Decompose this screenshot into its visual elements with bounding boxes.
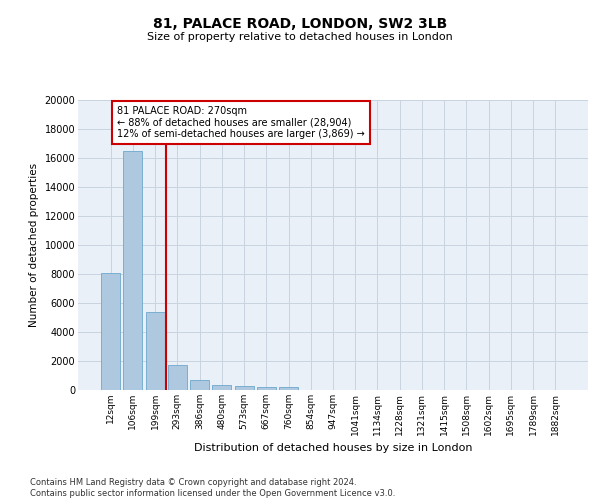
Text: Size of property relative to detached houses in London: Size of property relative to detached ho… [147, 32, 453, 42]
Bar [101, 272, 120, 390]
Text: 81 PALACE ROAD: 270sqm
← 88% of detached houses are smaller (28,904)
12% of semi: 81 PALACE ROAD: 270sqm ← 88% of detached… [118, 106, 365, 139]
Bar [190, 380, 209, 390]
Bar [168, 364, 187, 390]
Bar [146, 312, 164, 390]
X-axis label: Distribution of detached houses by size in London: Distribution of detached houses by size … [194, 443, 472, 453]
Bar [235, 386, 254, 390]
Text: Contains HM Land Registry data © Crown copyright and database right 2024.
Contai: Contains HM Land Registry data © Crown c… [30, 478, 395, 498]
Y-axis label: Number of detached properties: Number of detached properties [29, 163, 39, 327]
Text: 81, PALACE ROAD, LONDON, SW2 3LB: 81, PALACE ROAD, LONDON, SW2 3LB [153, 18, 447, 32]
Bar [124, 151, 142, 390]
Bar [257, 387, 276, 390]
Bar [279, 388, 298, 390]
Bar [212, 385, 231, 390]
